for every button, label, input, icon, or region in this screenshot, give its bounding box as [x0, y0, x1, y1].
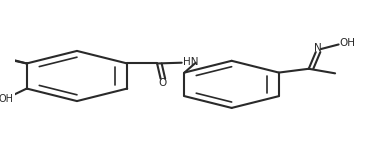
- Text: N: N: [314, 43, 321, 53]
- Text: HN: HN: [183, 57, 198, 67]
- Text: O: O: [158, 78, 167, 88]
- Text: OH: OH: [339, 38, 355, 48]
- Text: OH: OH: [0, 94, 13, 104]
